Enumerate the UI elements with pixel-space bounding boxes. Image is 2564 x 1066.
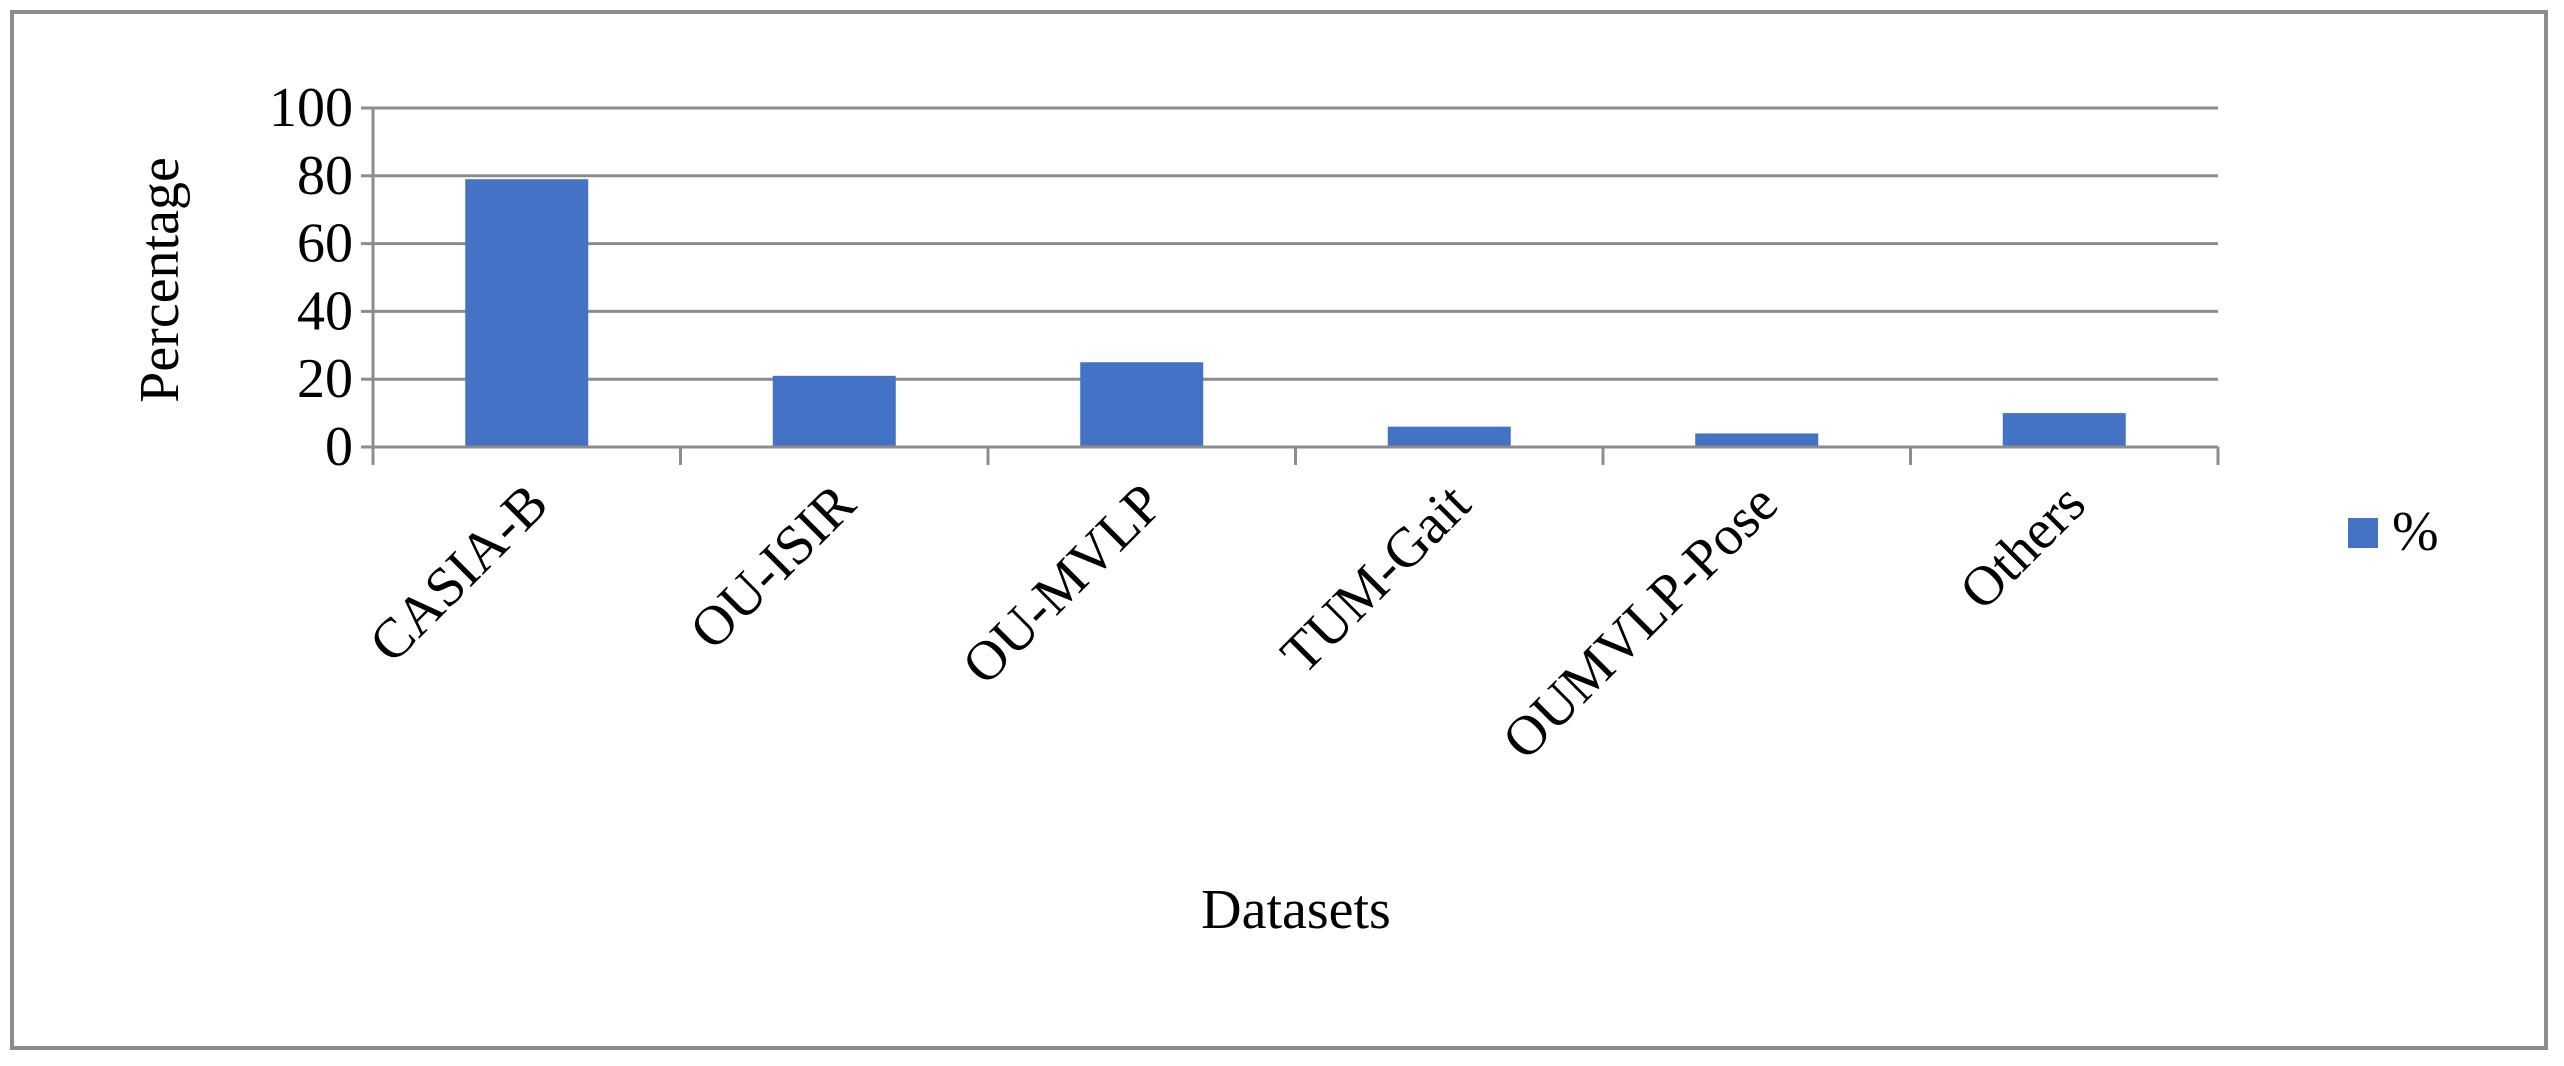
x-tick-label-others: Others bbox=[1948, 472, 2097, 621]
y-tick-label-0: 0 bbox=[325, 416, 353, 478]
legend-swatch bbox=[2348, 518, 2378, 548]
bars bbox=[465, 179, 2126, 447]
x-tick-labels: CASIA-B OU-ISIR OU-MVLP TUM-Gait OUMVLP-Pose… bbox=[358, 472, 2098, 772]
bar-ou-isir bbox=[772, 375, 896, 447]
legend: % bbox=[2348, 501, 2439, 563]
axes bbox=[361, 106, 2220, 465]
gridlines bbox=[373, 106, 2218, 381]
y-tick-label-40: 40 bbox=[297, 280, 353, 342]
y-tick-label-100: 100 bbox=[269, 77, 353, 139]
y-axis-label: Percentage bbox=[129, 157, 191, 403]
chart-frame bbox=[10, 10, 2548, 1050]
bar-others bbox=[2002, 413, 2126, 447]
legend-label: % bbox=[2392, 501, 2439, 563]
x-tick-label-ou-isir: OU-ISIR bbox=[678, 472, 867, 661]
y-tick-label-20: 20 bbox=[297, 348, 353, 410]
bar-oumvlp-pose bbox=[1695, 433, 1819, 447]
bar-tum-gait bbox=[1387, 426, 1511, 447]
x-tick-label-tum-gait: TUM-Gait bbox=[1269, 472, 1483, 686]
bar-ou-mvlp bbox=[1080, 362, 1204, 447]
bar-casia-b bbox=[465, 179, 589, 447]
y-tick-label-60: 60 bbox=[297, 213, 353, 275]
x-axis-label: Datasets bbox=[1201, 879, 1391, 941]
x-tick-label-oumvlp-pose: OUMVLP-Pose bbox=[1491, 472, 1790, 771]
y-tick-label-80: 80 bbox=[297, 145, 353, 207]
x-tick-label-ou-mvlp: OU-MVLP bbox=[951, 472, 1175, 696]
x-tick-label-casia-b: CASIA-B bbox=[358, 472, 560, 674]
